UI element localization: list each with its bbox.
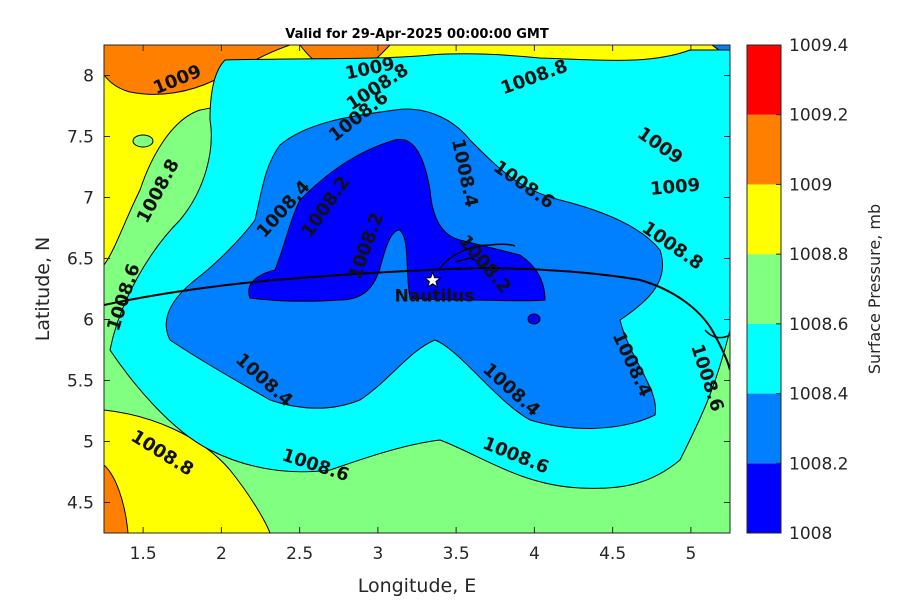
contour-label: 1009 bbox=[649, 175, 701, 200]
colorbar-label: Surface Pressure, mb bbox=[865, 204, 884, 374]
y-tick-label: 4.5 bbox=[67, 494, 94, 514]
x-tick-label: 2 bbox=[216, 544, 227, 564]
y-tick-label: 7.5 bbox=[67, 128, 94, 148]
map-title: Valid for 29-Apr-2025 00:00:00 GMT bbox=[285, 27, 549, 42]
colorbar-tick-label: 1009 bbox=[789, 175, 832, 195]
star-icon bbox=[423, 271, 442, 289]
x-tick-label: 3 bbox=[372, 544, 383, 564]
y-tick-label: 6.5 bbox=[67, 250, 94, 270]
colorbar-tick-label: 1009.4 bbox=[789, 36, 848, 56]
y-axis-ticks: 4.5 5 5.5 6 6.5 7 7.5 8 bbox=[67, 67, 730, 514]
colorbar-swatch bbox=[747, 45, 781, 115]
pressure-field bbox=[104, 45, 730, 533]
colorbar-swatch bbox=[747, 393, 781, 464]
y-tick-label: 5.5 bbox=[67, 372, 94, 392]
colorbar-tick-label: 1008 bbox=[789, 524, 832, 544]
y-axis-label: Latitude, N bbox=[32, 237, 54, 342]
x-tick-label: 1.5 bbox=[130, 544, 157, 564]
x-tick-label: 2.5 bbox=[286, 544, 313, 564]
coastline bbox=[104, 266, 730, 371]
band-1009-topleft bbox=[104, 45, 291, 95]
colorbar-tick-label: 1008.8 bbox=[789, 245, 848, 265]
colorbar-swatch bbox=[747, 323, 781, 394]
band-1008-main bbox=[248, 138, 546, 302]
band-1008-8-bottom-left bbox=[104, 409, 271, 533]
x-tick-label: 3.5 bbox=[443, 544, 470, 564]
lake-outline bbox=[439, 243, 730, 339]
band-1008-small bbox=[527, 313, 541, 325]
x-axis-label: Longitude, E bbox=[358, 575, 477, 597]
y-tick-label: 7 bbox=[83, 189, 94, 209]
x-axis-ticks: 1.5 2 2.5 3 3.5 4 4.5 5 bbox=[130, 45, 696, 564]
colorbar: 1008 1008.2 1008.4 1008.6 1008.8 1009 1009.2 10… bbox=[746, 36, 848, 544]
y-tick-label: 6 bbox=[83, 311, 94, 331]
y-tick-label: 8 bbox=[83, 67, 94, 87]
colorbar-tick-label: 1008.4 bbox=[789, 385, 848, 405]
colorbar-swatch bbox=[747, 463, 781, 533]
x-tick-label: 4 bbox=[529, 544, 540, 564]
colorbar-swatch bbox=[747, 114, 781, 185]
colorbar-tick-label: 1008.6 bbox=[789, 315, 848, 335]
x-tick-label: 5 bbox=[685, 544, 696, 564]
colorbar-swatch bbox=[747, 254, 781, 324]
station-marker: Nautilus bbox=[395, 271, 475, 306]
colorbar-tick-label: 1008.2 bbox=[789, 454, 848, 474]
colorbar-swatch bbox=[747, 184, 781, 255]
x-tick-label: 4.5 bbox=[599, 544, 626, 564]
colorbar-frame bbox=[746, 44, 782, 534]
station-label: Nautilus bbox=[395, 286, 475, 306]
plot-frame bbox=[103, 44, 731, 534]
small-green-blob bbox=[132, 134, 154, 148]
y-tick-label: 5 bbox=[83, 433, 94, 453]
colorbar-tick-label: 1009.2 bbox=[789, 106, 848, 126]
